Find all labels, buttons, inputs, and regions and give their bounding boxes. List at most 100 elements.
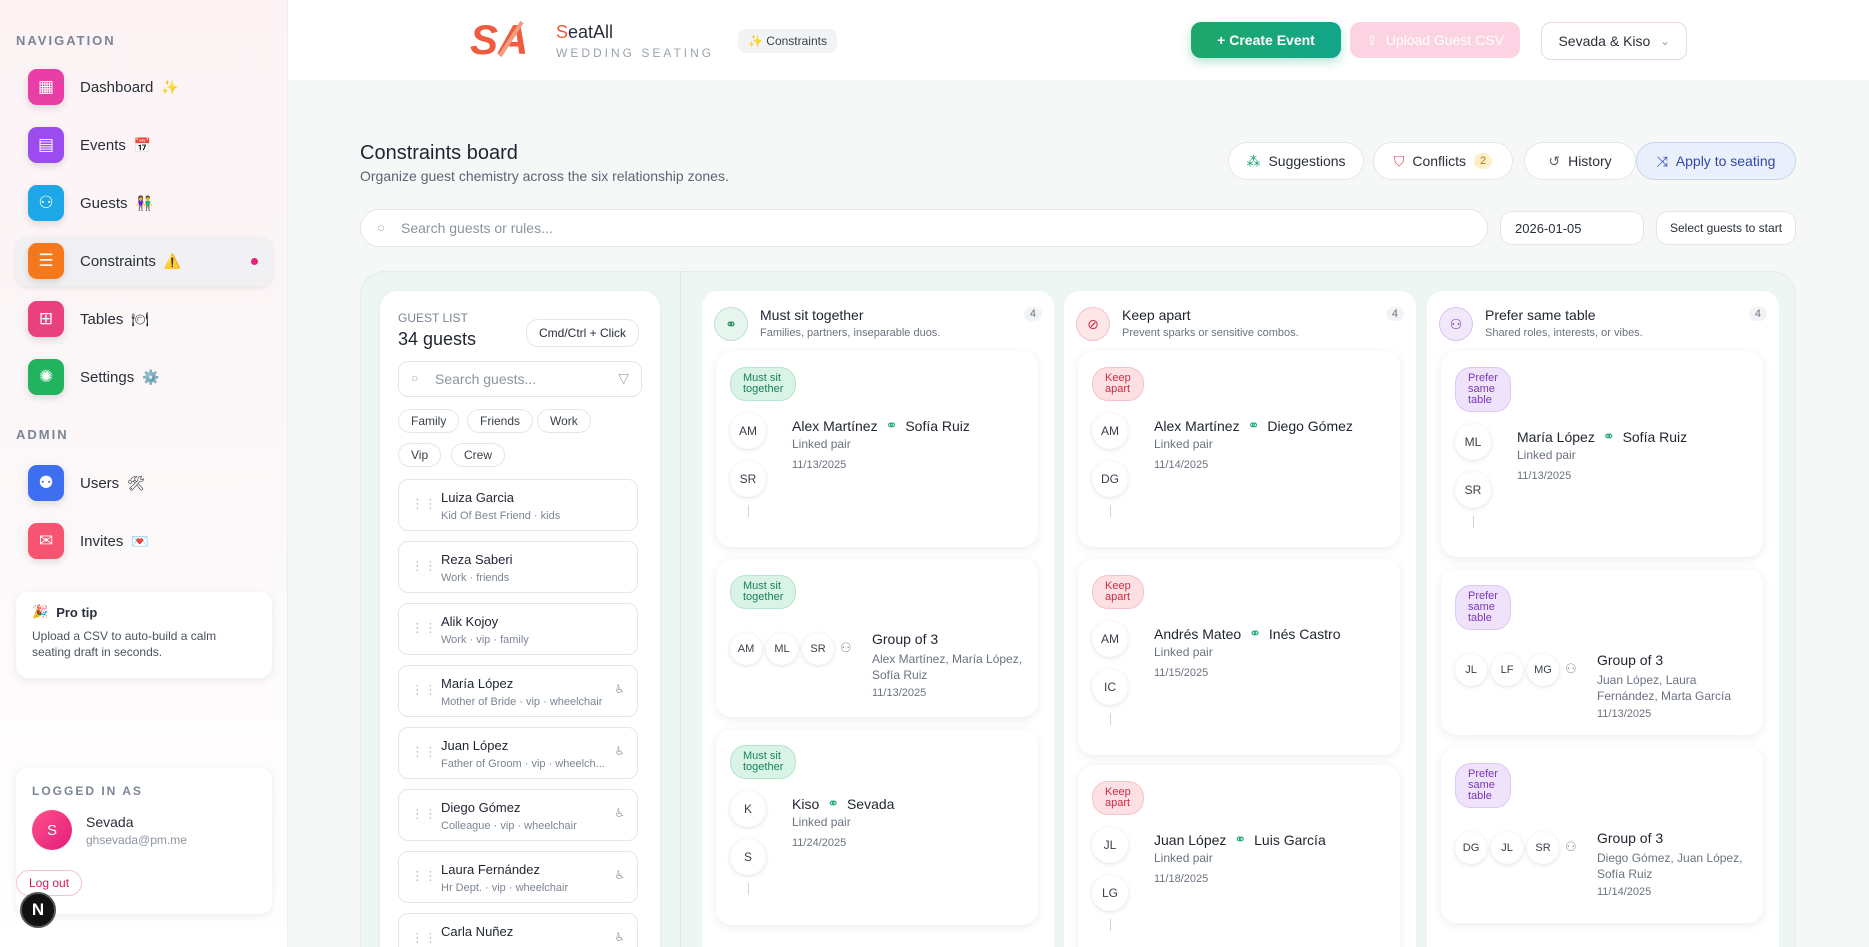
column-title: Prefer same table bbox=[1485, 307, 1596, 323]
drag-handle-icon[interactable]: ⋮⋮ bbox=[411, 744, 437, 759]
drag-handle-icon[interactable]: ⋮⋮ bbox=[411, 868, 437, 883]
sidebar-item-dashboard[interactable]: ▦ Dashboard ✨ bbox=[16, 62, 272, 112]
drag-handle-icon[interactable]: ⋮⋮ bbox=[411, 930, 437, 945]
sidebar-item-tables[interactable]: ⊞ Tables 🍽 bbox=[16, 294, 272, 344]
account-switcher[interactable]: Sevada & Kiso ⌄ bbox=[1541, 22, 1687, 60]
pill-word: Must sit bbox=[743, 750, 781, 762]
sidebar-item-constraints[interactable]: ☰ Constraints ⚠️ bbox=[16, 236, 272, 286]
sidebar-item-users[interactable]: ⚉ Users 🛠 bbox=[16, 458, 272, 508]
page-chip: ✨ Constraints bbox=[738, 29, 837, 53]
connector-line bbox=[1110, 505, 1111, 517]
rules-search-input[interactable]: ○ Search guests or rules... bbox=[360, 209, 1488, 247]
group-title: Group of 3 bbox=[1597, 652, 1664, 668]
party-icon: 🎉 bbox=[32, 604, 49, 619]
apply-label: Apply to seating bbox=[1675, 153, 1776, 169]
guest-row[interactable]: ⋮⋮ Diego Gómez Colleague · vip · wheelchai… bbox=[398, 789, 638, 841]
drag-handle-icon[interactable]: ⋮⋮ bbox=[411, 558, 437, 573]
guest-list-panel: GUEST LIST 34 guests Cmd/Ctrl + Click ○ … bbox=[380, 291, 660, 947]
history-button[interactable]: ↺ History bbox=[1524, 142, 1636, 180]
checklist-icon: ☰ bbox=[28, 243, 64, 279]
pro-tip-title-text: Pro tip bbox=[56, 604, 98, 620]
guest-search-input[interactable]: ○ Search guests... ▽ bbox=[398, 361, 642, 397]
guest-row[interactable]: ⋮⋮ Luiza Garcia Kid Of Best Friend · kids bbox=[398, 479, 638, 531]
guest-meta: Father of Groom · vip · wheelch... bbox=[441, 758, 605, 770]
rule-date: 11/15/2025 bbox=[1154, 667, 1209, 679]
sidebar-item-emoji: 💌 bbox=[131, 532, 149, 549]
chevron-down-icon: ⌄ bbox=[1660, 35, 1670, 48]
conflicts-label: Conflicts bbox=[1412, 153, 1467, 169]
tag-filter-family[interactable]: Family bbox=[398, 409, 460, 433]
group-members: Diego Gómez, Juan López, Sofía Ruiz bbox=[1597, 851, 1743, 881]
brand-rest: eatAll bbox=[568, 22, 614, 42]
upload-csv-button[interactable]: ⇪ Upload Guest CSV bbox=[1350, 22, 1520, 58]
constraint-card[interactable]: Must sit together K S Kiso ⚭ Sevada Linked pair… bbox=[716, 729, 1038, 925]
constraint-card[interactable]: Prefer same table ML SR María López ⚭ Sofía Rui… bbox=[1441, 351, 1763, 557]
next-dev-badge[interactable]: N bbox=[20, 892, 56, 928]
pill-word: apart bbox=[1105, 591, 1131, 603]
logout-button[interactable]: Log out bbox=[16, 870, 83, 896]
sidebar-item-invites[interactable]: ✉ Invites 💌 bbox=[16, 516, 272, 566]
account-name: Sevada & Kiso bbox=[1558, 33, 1651, 49]
sidebar-item-settings[interactable]: ✺ Settings ⚙️ bbox=[16, 352, 272, 402]
create-event-button[interactable]: + Create Event bbox=[1191, 22, 1341, 58]
guest-row[interactable]: ⋮⋮ María López Mother of Bride · vip · whe… bbox=[398, 665, 638, 717]
create-event-label: + Create Event bbox=[1217, 32, 1315, 48]
tag-filter-work[interactable]: Work bbox=[537, 409, 591, 433]
upload-csv-label: Upload Guest CSV bbox=[1385, 32, 1505, 48]
guest-row[interactable]: ⋮⋮ Carla Nuñez ♿ bbox=[398, 913, 638, 947]
rule-date: 11/13/2025 bbox=[792, 459, 847, 471]
drag-handle-icon[interactable]: ⋮⋮ bbox=[411, 496, 437, 511]
upload-icon: ⇪ bbox=[1365, 31, 1378, 48]
tag-filter-friends[interactable]: Friends bbox=[467, 409, 534, 433]
pill-word: Prefer bbox=[1468, 590, 1498, 602]
tag-filter-crew[interactable]: Crew bbox=[451, 443, 506, 467]
tag-filter-vip[interactable]: Vip bbox=[398, 443, 442, 467]
pair-names: Kiso ⚭ Sevada bbox=[792, 795, 894, 812]
wheelchair-icon: ♿ bbox=[614, 930, 625, 944]
pro-tip-card: 🎉 Pro tip Upload a CSV to auto-build a c… bbox=[16, 592, 272, 678]
pill-word: Keep bbox=[1105, 786, 1131, 798]
date-field[interactable]: 2026-01-05 bbox=[1500, 211, 1644, 245]
logged-in-label: LOGGED IN AS bbox=[32, 784, 143, 798]
guest-name: Reza Saberi bbox=[441, 552, 513, 567]
select-guests-button[interactable]: Select guests to start bbox=[1656, 211, 1796, 245]
constraint-card[interactable]: Must sit together AM SR Alex Martínez ⚭ Sofía … bbox=[716, 351, 1038, 547]
constraint-type-pill: Prefer same table bbox=[1455, 763, 1511, 808]
constraint-card[interactable]: Keep apart AM DG Alex Martínez ⚭ Diego Gómez Li… bbox=[1078, 351, 1400, 547]
apply-to-seating-button[interactable]: ⤨ Apply to seating bbox=[1636, 142, 1796, 180]
grid-icon: ▦ bbox=[28, 69, 64, 105]
suggestions-button[interactable]: ⁂ Suggestions bbox=[1228, 142, 1364, 180]
filter-icon[interactable]: ▽ bbox=[618, 370, 629, 386]
pill-word: together bbox=[743, 591, 784, 603]
guest-a-name: Kiso bbox=[792, 795, 820, 812]
guest-initials: IC bbox=[1092, 669, 1128, 705]
constraint-card[interactable]: Keep apart JL LG Juan López ⚭ Luis García Linke… bbox=[1078, 765, 1400, 947]
guest-name: María López bbox=[441, 676, 514, 691]
pill-word: Prefer bbox=[1468, 372, 1498, 384]
guest-row[interactable]: ⋮⋮ Alik Kojoy Work · vip · family bbox=[398, 603, 638, 655]
pair-names: Andrés Mateo ⚭ Inés Castro bbox=[1154, 625, 1341, 642]
guest-name: Laura Fernández bbox=[441, 862, 541, 877]
sidebar-item-guests[interactable]: ⚇ Guests 👫 bbox=[16, 178, 272, 228]
guest-initials: JL bbox=[1491, 832, 1523, 864]
pair-meta: Linked pair bbox=[1154, 851, 1213, 865]
constraint-card[interactable]: Prefer same table DG JL SR ⚇ Group of 3 Diego Gó… bbox=[1441, 747, 1763, 923]
guest-row[interactable]: ⋮⋮ Reza Saberi Work · friends bbox=[398, 541, 638, 593]
sidebar-item-label: Dashboard bbox=[80, 78, 154, 96]
calendar-icon: ▤ bbox=[28, 127, 64, 163]
pair-names: Alex Martínez ⚭ Sofía Ruiz bbox=[792, 417, 970, 434]
link-icon: ⚭ bbox=[1602, 428, 1615, 444]
guest-row[interactable]: ⋮⋮ Laura Fernández Hr Dept. · vip · wheelc… bbox=[398, 851, 638, 903]
sidebar: NAVIGATION ▦ Dashboard ✨ ▤ Events 📅 ⚇ Guests 👫 ☰ C… bbox=[0, 0, 288, 947]
drag-handle-icon[interactable]: ⋮⋮ bbox=[411, 806, 437, 821]
constraint-card[interactable]: Keep apart AM IC Andrés Mateo ⚭ Inés Castro Lin… bbox=[1078, 559, 1400, 755]
constraint-card[interactable]: Prefer same table JL LF MG ⚇ Group of 3 Juan Lóp… bbox=[1441, 569, 1763, 735]
ban-icon: ⊘ bbox=[1076, 307, 1110, 341]
guest-row[interactable]: ⋮⋮ Juan López Father of Groom · vip · whee… bbox=[398, 727, 638, 779]
drag-handle-icon[interactable]: ⋮⋮ bbox=[411, 682, 437, 697]
conflicts-button[interactable]: ⛉ Conflicts 2 bbox=[1373, 142, 1513, 180]
constraint-card[interactable]: Must sit together AM ML SR ⚇ Group of 3 Alex Ma… bbox=[716, 559, 1038, 717]
sidebar-item-events[interactable]: ▤ Events 📅 bbox=[16, 120, 272, 170]
drag-handle-icon[interactable]: ⋮⋮ bbox=[411, 620, 437, 635]
group-members: Alex Martínez, María López, Sofía Ruiz bbox=[872, 652, 1023, 682]
